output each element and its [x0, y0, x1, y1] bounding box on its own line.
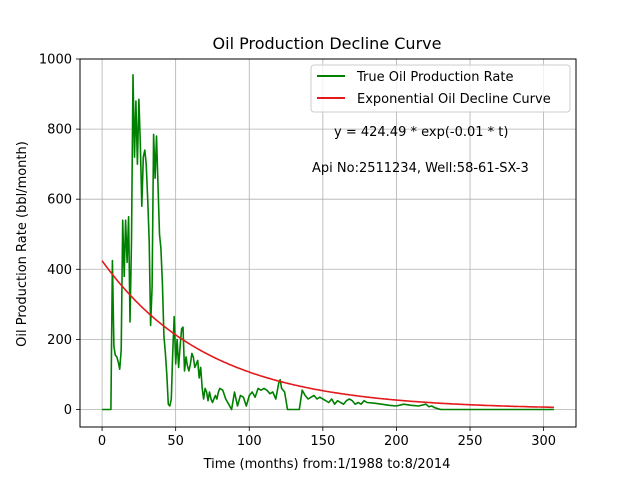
- grid: [80, 58, 576, 427]
- y-tick-label: 400: [47, 263, 72, 278]
- y-tick-label: 200: [47, 333, 72, 348]
- x-tick-label: 0: [98, 434, 106, 449]
- x-tick-label: 100: [237, 434, 262, 449]
- plot-series: [101, 74, 554, 411]
- legend-box: [310, 64, 571, 113]
- y-tick-label: 800: [47, 123, 72, 138]
- y-tick-label: 600: [47, 193, 72, 208]
- legend-label-true: True Oil Production Rate: [356, 70, 513, 85]
- legend: True Oil Production Rate Exponential Oil…: [310, 64, 571, 113]
- series-line-true-production: [102, 74, 554, 411]
- x-tick-label: 50: [167, 434, 184, 449]
- y-tick-label: 1000: [39, 53, 72, 68]
- equation-annotation: y = 424.49 * exp(-0.01 * t): [334, 125, 508, 140]
- x-tick-label: 150: [310, 434, 335, 449]
- ticks: 0 50 100 150 200 250 300 0 200 400 600 800 1000: [39, 53, 556, 450]
- y-axis-label: Oil Production Rate (bbl/month): [15, 141, 30, 347]
- x-tick-label: 200: [384, 434, 409, 449]
- x-tick-label: 250: [458, 434, 483, 449]
- plot-frame: [79, 58, 577, 428]
- well-annotation: Api No:2511234, Well:58-61-SX-3: [312, 161, 529, 176]
- y-tick-label: 0: [64, 403, 72, 418]
- series-line-exponential-decline: [101, 260, 554, 409]
- x-axis-label: Time (months) from:1/1988 to:8/2014: [203, 457, 451, 472]
- chart-title: Oil Production Decline Curve: [213, 34, 442, 53]
- x-tick-label: 300: [531, 434, 556, 449]
- legend-label-exponential: Exponential Oil Decline Curve: [357, 92, 551, 107]
